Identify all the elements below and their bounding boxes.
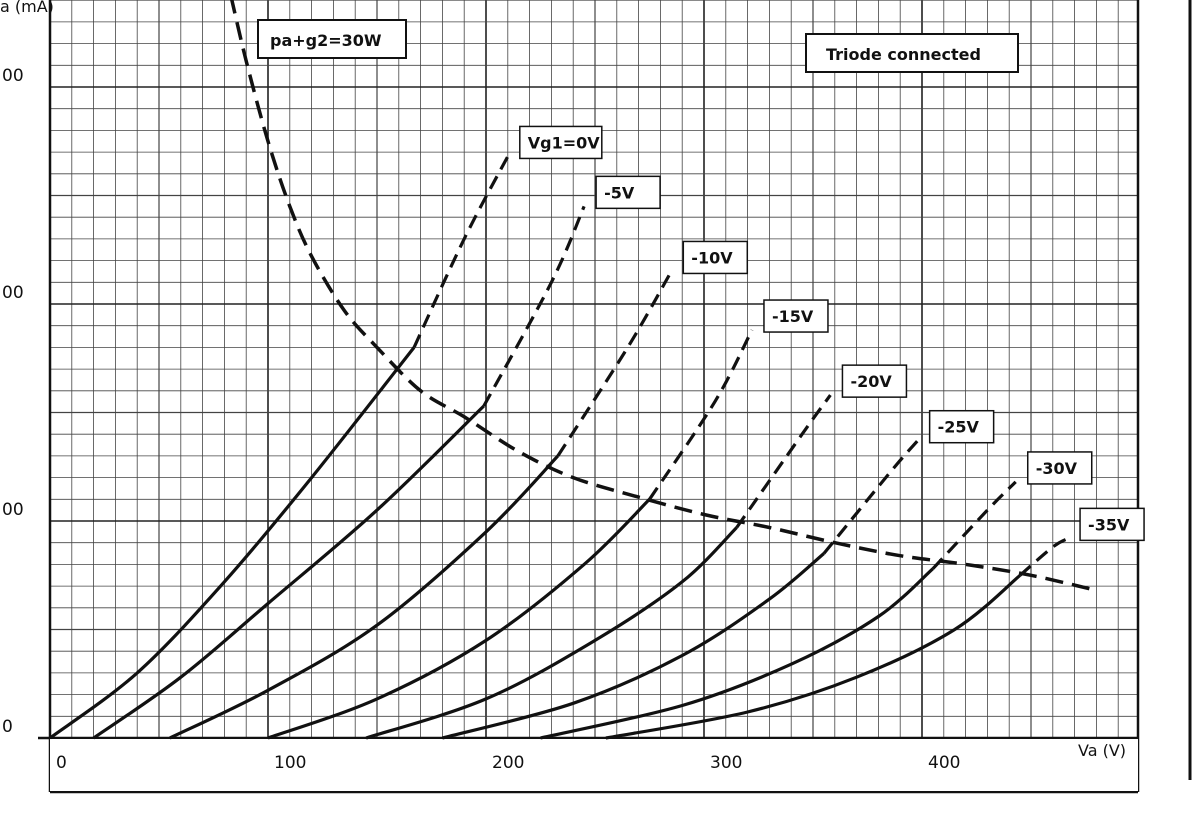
- labels-group: Vg1=0V -5V -10V -15V -20V -25V -30V -35V 0 100 200…: [2, 66, 1145, 773]
- y-tick-label: 0: [2, 717, 13, 737]
- series-label-box: [841, 364, 908, 398]
- series-label: -15V: [772, 307, 814, 326]
- y-tick-label: 00: [2, 283, 24, 303]
- series-line-dashed: [412, 155, 510, 349]
- series-line-dashed: [735, 394, 832, 529]
- series-line-solid: [365, 526, 738, 740]
- series-label-box: [1079, 507, 1145, 542]
- series-label-box: [928, 409, 995, 444]
- series-line-solid: [605, 574, 1022, 740]
- x-tick-label: 0: [56, 753, 67, 773]
- chart-frame: [38, 0, 1192, 794]
- mode-annotation: Triode connected: [805, 33, 1019, 73]
- series-label: Vg1=0V: [528, 133, 601, 152]
- x-tick-label: 100: [274, 753, 306, 773]
- series-label: -35V: [1088, 515, 1130, 534]
- y-tick-label: 00: [2, 66, 24, 86]
- series-label: -25V: [938, 418, 980, 437]
- series-line-solid: [540, 567, 934, 740]
- series-label: -10V: [691, 248, 733, 267]
- series-line-dashed: [556, 270, 673, 457]
- series-line-dashed: [931, 480, 1017, 570]
- series-label-box: [763, 299, 829, 333]
- series-line-dashed: [482, 205, 586, 407]
- power-curve: [230, 0, 1097, 593]
- y-axis-title: a (mA): [0, 0, 54, 16]
- x-axis-label: Va (V): [1078, 741, 1126, 760]
- series-label-box: [519, 125, 603, 160]
- x-tick-strip: [50, 739, 1138, 791]
- series-line-dashed: [822, 439, 919, 555]
- power-annotation-box: [257, 19, 407, 59]
- series-label-box: [595, 175, 661, 210]
- series-label-box: [1026, 451, 1093, 485]
- mode-annotation-text: Triode connected: [826, 45, 981, 64]
- series-line-solid: [92, 404, 485, 740]
- series-label-box: [682, 240, 749, 275]
- series-line-solid: [49, 346, 416, 740]
- power-annotation-text: pa+g2=30W: [270, 31, 382, 50]
- series-line-solid: [441, 552, 825, 740]
- x-tick-label: 200: [492, 753, 524, 773]
- series-line-solid: [169, 454, 560, 740]
- y-tick-label: 00: [2, 500, 24, 520]
- mode-annotation-box: [805, 33, 1019, 73]
- power-curve-line: [230, 0, 1097, 593]
- series-label: -5V: [604, 183, 635, 202]
- series-line-solid: [267, 498, 651, 740]
- x-tick-label: 400: [928, 753, 960, 773]
- grid: [49, 0, 1138, 739]
- power-annotation: pa+g2=30W: [257, 19, 407, 59]
- series-line-dashed: [1019, 536, 1069, 577]
- x-tick-label: 300: [710, 753, 742, 773]
- series-group: [49, 155, 1069, 740]
- series-label: -20V: [850, 372, 892, 391]
- series-line-dashed: [648, 329, 754, 501]
- y-axis-label: a (mA): [0, 0, 54, 16]
- series-label: -30V: [1036, 459, 1078, 478]
